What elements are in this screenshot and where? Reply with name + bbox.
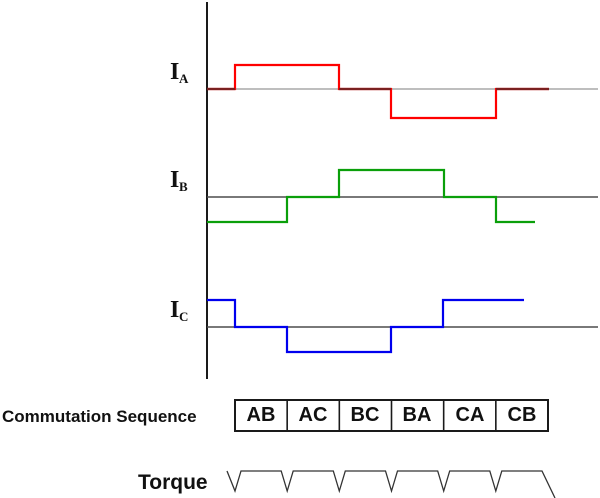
svg-text:BC: BC	[351, 404, 380, 426]
svg-text:AC: AC	[299, 404, 328, 426]
svg-text:BA: BA	[403, 404, 432, 426]
svg-text:B: B	[179, 179, 188, 194]
svg-text:AB: AB	[247, 404, 276, 426]
svg-text:I: I	[170, 297, 179, 323]
svg-text:C: C	[179, 309, 188, 324]
svg-text:Torque: Torque	[138, 471, 208, 494]
svg-text:A: A	[179, 71, 189, 86]
svg-text:I: I	[170, 59, 179, 85]
svg-text:CA: CA	[456, 404, 485, 426]
svg-text:CB: CB	[508, 404, 537, 426]
svg-text:Commutation Sequence: Commutation Sequence	[2, 407, 197, 426]
svg-text:I: I	[170, 167, 179, 193]
